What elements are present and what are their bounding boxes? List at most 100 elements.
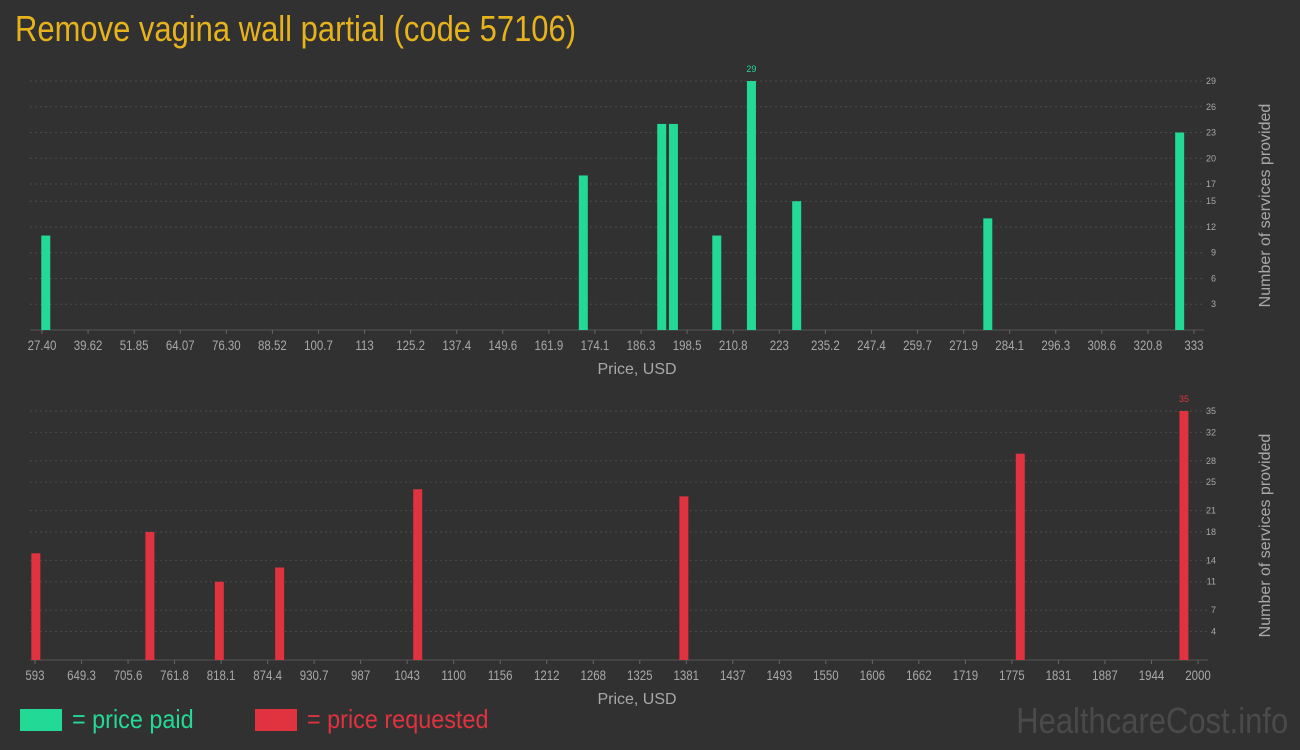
legend-label-paid: = price paid xyxy=(72,704,194,734)
chart2-x-tick-label: 1437 xyxy=(720,667,746,683)
chart1-x-tick-label: 76.30 xyxy=(212,337,241,353)
chart2-x-tick-label: 1100 xyxy=(441,667,466,683)
chart2-x-tick-label: 1381 xyxy=(674,667,700,683)
chart2-x-tick-label: 1550 xyxy=(813,667,839,683)
chart2-x-tick-label: 761.8 xyxy=(160,667,189,683)
chart2-y-tick-label: 25 xyxy=(1206,477,1216,487)
chart1-x-tick-label: 51.85 xyxy=(120,337,149,353)
chart2-y-tick-label: 7 xyxy=(1211,605,1216,615)
chart1-x-tick-label: 186.3 xyxy=(627,337,656,353)
chart2-x-tick-label: 1887 xyxy=(1092,667,1118,683)
chart1-x-tick-label: 149.6 xyxy=(488,337,517,353)
chart2-x-tick-label: 818.1 xyxy=(207,667,236,683)
chart1-y-tick-label: 12 xyxy=(1206,222,1216,232)
chart1-x-axis-label: Price, USD xyxy=(597,361,676,378)
chart1-x-tick-label: 210.8 xyxy=(719,337,748,353)
chart2-bar xyxy=(1015,453,1025,660)
chart1-y-tick-label: 3 xyxy=(1211,299,1216,309)
chart2-y-tick-label: 32 xyxy=(1206,427,1216,437)
chart1-x-tick-label: 247.4 xyxy=(857,337,886,353)
chart2-x-tick-label: 593 xyxy=(25,667,44,683)
chart1-x-tick-label: 174.1 xyxy=(581,337,610,353)
chart1-x-tick-label: 223 xyxy=(770,337,789,353)
chart1-bar xyxy=(746,81,756,330)
chart1-y-tick-label: 29 xyxy=(1206,76,1216,86)
chart1-x-tick-label: 271.9 xyxy=(949,337,978,353)
chart1-x-tick-label: 161.9 xyxy=(535,337,564,353)
chart1-x-tick-label: 125.2 xyxy=(396,337,425,353)
chart2-x-tick-label: 2000 xyxy=(1185,667,1211,683)
chart1-bar xyxy=(712,235,722,330)
chart1-y-tick-label: 26 xyxy=(1206,102,1216,112)
chart2-y-axis-label: Number of services provided xyxy=(1257,434,1274,638)
chart1-x-tick-label: 113 xyxy=(355,337,373,353)
chart2-y-tick-label: 21 xyxy=(1206,506,1216,516)
chart1-bar xyxy=(668,123,678,331)
legend-swatch-requested xyxy=(255,708,298,731)
page-title: Remove vagina wall partial (code 57106) xyxy=(15,8,577,49)
chart1-bar xyxy=(578,175,588,330)
chart2-x-tick-label: 1775 xyxy=(999,667,1025,683)
chart1-y-tick-label: 23 xyxy=(1206,128,1216,138)
chart1-y-tick-label: 9 xyxy=(1211,248,1216,258)
chart1-x-tick-label: 284.1 xyxy=(995,337,1024,353)
watermark-logo: HealthcareCost.info xyxy=(1016,700,1288,741)
chart2-y-tick-label: 35 xyxy=(1206,406,1216,416)
chart2-x-tick-label: 705.6 xyxy=(114,667,143,683)
chart1-x-tick-label: 333 xyxy=(1184,337,1203,353)
chart1-x-tick-label: 198.5 xyxy=(673,337,702,353)
chart1-x-tick-label: 64.07 xyxy=(166,337,195,353)
chart2-x-tick-label: 874.4 xyxy=(253,667,282,683)
chart1-y-tick-label: 6 xyxy=(1211,273,1216,283)
chart2-x-axis-label: Price, USD xyxy=(597,691,676,708)
chart2-bar xyxy=(31,553,41,660)
chart2-x-tick-label: 1325 xyxy=(627,667,653,683)
chart2-y-tick-label: 14 xyxy=(1206,555,1216,565)
chart2-bar xyxy=(679,496,689,660)
chart1-x-tick-label: 296.3 xyxy=(1041,337,1070,353)
chart2-x-tick-label: 1662 xyxy=(906,667,932,683)
chart1-y-tick-label: 17 xyxy=(1206,179,1216,189)
chart1-x-tick-label: 235.2 xyxy=(811,337,840,353)
chart1-x-tick-label: 308.6 xyxy=(1087,337,1116,353)
chart1-x-tick-label: 39.62 xyxy=(74,337,103,353)
chart1-y-tick-label: 15 xyxy=(1206,196,1216,206)
chart2-x-tick-label: 1944 xyxy=(1139,667,1165,683)
chart2-bar xyxy=(413,489,423,660)
chart1-x-tick-label: 137.4 xyxy=(442,337,471,353)
legend-swatch-paid xyxy=(20,708,62,731)
chart1-y-axis-label: Number of services provided xyxy=(1257,104,1274,308)
legend-item-requested: = price requested xyxy=(255,704,509,735)
chart2-x-tick-label: 1831 xyxy=(1046,667,1072,683)
chart2-x-tick-label: 1212 xyxy=(534,667,560,683)
chart2-x-tick-label: 649.3 xyxy=(67,667,96,683)
chart1-y-tick-label: 20 xyxy=(1206,153,1216,163)
legend-label-requested: = price requested xyxy=(307,704,489,734)
chart1-bar xyxy=(1175,132,1185,330)
chart1-bar xyxy=(983,218,993,330)
chart2-x-tick-label: 1043 xyxy=(394,667,420,683)
chart2-y-tick-label: 11 xyxy=(1207,577,1216,587)
chart2-x-tick-label: 1719 xyxy=(953,667,979,683)
legend-item-paid: = price paid xyxy=(20,704,207,735)
chart1-x-tick-label: 27.40 xyxy=(28,337,57,353)
chart2-x-tick-label: 1493 xyxy=(767,667,793,683)
chart2-y-tick-label: 18 xyxy=(1206,527,1216,537)
chart1-x-tick-label: 259.7 xyxy=(903,337,932,353)
chart1-bar xyxy=(657,123,667,331)
chart1-x-tick-label: 320.8 xyxy=(1134,337,1163,353)
chart1-x-tick-label: 100.7 xyxy=(304,337,333,353)
chart2-bar xyxy=(1179,411,1189,660)
chart2-x-tick-label: 987 xyxy=(351,667,370,683)
chart2-bar xyxy=(275,567,285,660)
chart2-y-tick-label: 4 xyxy=(1211,627,1216,637)
chart2-peak-label: 35 xyxy=(1179,394,1189,404)
chart2-x-tick-label: 1156 xyxy=(488,667,513,683)
legend: = price paid = price requested xyxy=(20,704,557,735)
chart2-x-tick-label: 1606 xyxy=(860,667,886,683)
chart1-peak-label: 29 xyxy=(746,64,756,74)
chart1-bar xyxy=(792,201,802,330)
chart2-x-tick-label: 1268 xyxy=(580,667,606,683)
chart1-bar xyxy=(41,235,51,330)
price-paid-chart: 3 6 9 12 15 17 20 23 26 29 27.40 39.62 51.85 64.07 76.… xyxy=(28,64,1274,378)
